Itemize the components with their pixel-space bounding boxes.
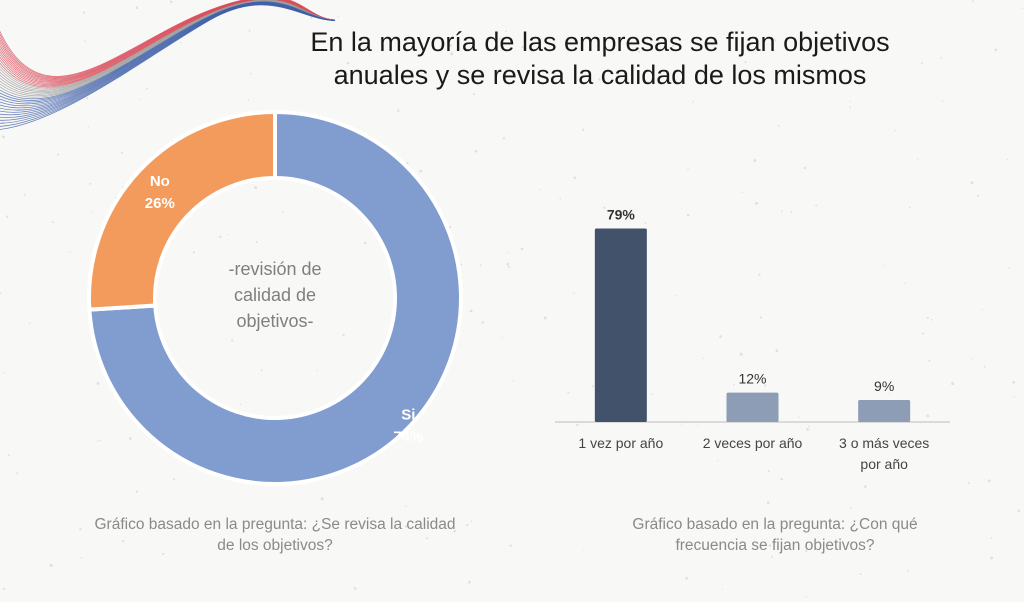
page-title-line-2: anuales y se revisa la calidad de los mi… <box>333 60 867 90</box>
donut-slice-si <box>87 109 463 486</box>
donut-chart: Si 74% No 26% -revisión de calidad de objetivo… <box>87 109 463 486</box>
bar-value-label: 79% <box>607 206 636 222</box>
donut-slice-no <box>87 109 277 312</box>
donut-caption-line-2: de los objetivos? <box>217 537 333 554</box>
donut-center-label: calidad de <box>234 285 316 305</box>
donut-value-label: 26% <box>145 195 175 212</box>
decorative-wave-lines <box>0 0 336 130</box>
bar-value-label: 9% <box>874 378 894 394</box>
donut-category-label: Si <box>401 406 415 423</box>
bar-chart-caption: Gráfico basado en la pregunta: ¿Con qué … <box>610 514 940 556</box>
page-title-line-1: En la mayoría de las empresas se fijan o… <box>310 27 890 57</box>
donut-caption-line-1: Gráfico basado en la pregunta: ¿Se revis… <box>94 516 456 533</box>
bar-3 <box>858 399 911 422</box>
bar-chart: 79% 1 vez por año 12% 2 veces por año 9% 3 o … <box>555 206 950 472</box>
donut-category-label: No <box>150 173 170 190</box>
bar-category-label: 1 vez por año <box>578 435 663 451</box>
page-title: En la mayoría de las empresas se fijan o… <box>230 26 970 92</box>
bar-category-label: 3 o más veces por año <box>839 435 929 472</box>
donut-value-label: 74% <box>393 428 423 445</box>
donut-center-label: objetivos- <box>236 311 313 331</box>
bar-2 <box>726 392 779 422</box>
bar-value-label: 12% <box>738 371 766 387</box>
donut-center-label: -revisión de <box>228 259 321 279</box>
bar-caption-line-2: frecuencia se fijan objetivos? <box>675 537 875 554</box>
bar-1 <box>594 228 647 422</box>
bar-caption-line-1: Gráfico basado en la pregunta: ¿Con qué <box>632 516 918 533</box>
bar-category-label: 2 veces por año <box>703 435 803 451</box>
donut-chart-caption: Gráfico basado en la pregunta: ¿Se revis… <box>60 514 490 556</box>
